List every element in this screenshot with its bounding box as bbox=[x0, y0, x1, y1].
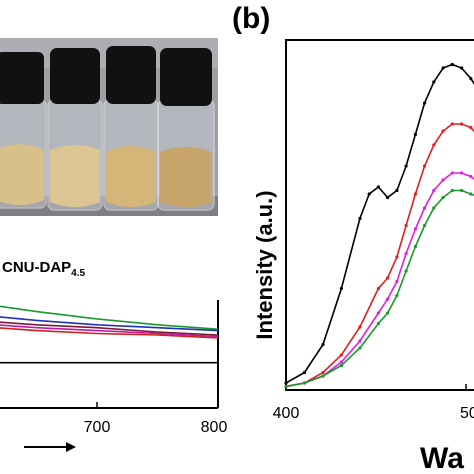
series-group-a bbox=[0, 305, 218, 364]
series-line-5 bbox=[0, 327, 218, 339]
data-point bbox=[460, 188, 464, 193]
data-point bbox=[358, 339, 362, 343]
data-point bbox=[413, 227, 417, 231]
data-point bbox=[432, 188, 436, 193]
data-point bbox=[450, 62, 454, 67]
data-point bbox=[432, 80, 436, 84]
data-point bbox=[460, 122, 464, 126]
series-line-3 bbox=[286, 172, 474, 388]
data-point bbox=[358, 216, 362, 221]
data-point bbox=[321, 342, 325, 347]
data-point bbox=[423, 101, 427, 105]
x-tick-label-700: 700 bbox=[84, 419, 111, 436]
series-line-3 bbox=[0, 321, 218, 336]
chart-b: (b) Intensity (a.u.) 400 50 Wa bbox=[232, 2, 474, 474]
data-point bbox=[404, 251, 408, 256]
data-point bbox=[386, 276, 390, 280]
data-point bbox=[302, 381, 307, 385]
data-point bbox=[321, 374, 325, 378]
vial-cap bbox=[50, 48, 100, 104]
data-point bbox=[441, 66, 445, 70]
series-line-2 bbox=[286, 123, 474, 388]
data-point bbox=[469, 76, 473, 81]
data-point bbox=[423, 206, 427, 210]
vial-powder bbox=[160, 147, 212, 207]
plot-frame bbox=[285, 39, 474, 391]
data-point bbox=[302, 370, 307, 375]
vial-powder bbox=[0, 144, 44, 205]
vial-2 bbox=[47, 48, 103, 211]
data-point bbox=[395, 279, 399, 284]
data-point bbox=[284, 384, 288, 389]
vial-3 bbox=[103, 46, 159, 211]
data-point bbox=[395, 188, 399, 193]
vial-1 bbox=[0, 52, 47, 209]
data-point bbox=[339, 286, 343, 291]
data-point bbox=[469, 125, 473, 130]
data-point bbox=[450, 188, 454, 193]
data-point bbox=[358, 325, 362, 329]
data-point bbox=[376, 321, 380, 326]
data-point bbox=[376, 286, 380, 291]
data-point bbox=[423, 223, 427, 228]
data-point bbox=[432, 206, 436, 210]
legend-label: CNU-DAP4.5 bbox=[2, 259, 86, 279]
data-point bbox=[404, 164, 408, 168]
x-axis-label: Wa bbox=[420, 442, 464, 474]
data-point bbox=[432, 143, 436, 147]
data-point bbox=[413, 132, 417, 137]
data-point bbox=[386, 311, 390, 315]
vial-cap bbox=[160, 48, 212, 106]
data-point bbox=[395, 293, 399, 298]
data-point bbox=[339, 360, 343, 364]
data-point bbox=[339, 353, 343, 357]
data-point bbox=[284, 381, 288, 385]
series-line-1 bbox=[0, 305, 218, 330]
series-line-4 bbox=[0, 324, 218, 338]
data-point bbox=[386, 195, 390, 200]
right-arrow-icon bbox=[24, 442, 76, 452]
data-point bbox=[413, 244, 417, 249]
data-point bbox=[404, 269, 408, 273]
vial-4 bbox=[157, 48, 215, 211]
data-point bbox=[339, 363, 343, 368]
data-point bbox=[469, 192, 473, 196]
data-point bbox=[450, 122, 454, 126]
data-point bbox=[441, 195, 445, 200]
data-point bbox=[404, 223, 408, 228]
vial-cap bbox=[106, 46, 156, 104]
x-tick-label-400: 400 bbox=[273, 405, 300, 422]
data-point bbox=[386, 297, 390, 301]
data-point bbox=[376, 185, 380, 189]
data-point bbox=[441, 178, 445, 182]
x-tick-label-800: 800 bbox=[201, 419, 228, 436]
vials-photo bbox=[0, 38, 218, 216]
series-line-2 bbox=[0, 316, 218, 332]
data-point bbox=[450, 171, 454, 175]
data-point bbox=[376, 311, 380, 315]
x-tick-label-500: 50 bbox=[460, 405, 474, 422]
chart-a: CNU-DAP4.5 700 800 bbox=[0, 259, 227, 452]
panel-b-label: (b) bbox=[232, 2, 270, 35]
data-point bbox=[358, 346, 362, 350]
data-point bbox=[395, 255, 399, 259]
data-point bbox=[469, 174, 473, 179]
y-axis-label: Intensity (a.u.) bbox=[252, 190, 277, 339]
data-point bbox=[413, 192, 417, 196]
data-point bbox=[321, 370, 325, 375]
series-group-b bbox=[284, 62, 474, 389]
data-point bbox=[367, 192, 371, 196]
data-point bbox=[423, 164, 427, 168]
data-point bbox=[441, 129, 445, 133]
vial-cap bbox=[0, 52, 44, 104]
data-point bbox=[460, 171, 464, 175]
data-point bbox=[460, 66, 464, 70]
vial-powder bbox=[106, 146, 156, 207]
series-line-1 bbox=[286, 63, 474, 384]
vial-powder bbox=[50, 145, 100, 207]
